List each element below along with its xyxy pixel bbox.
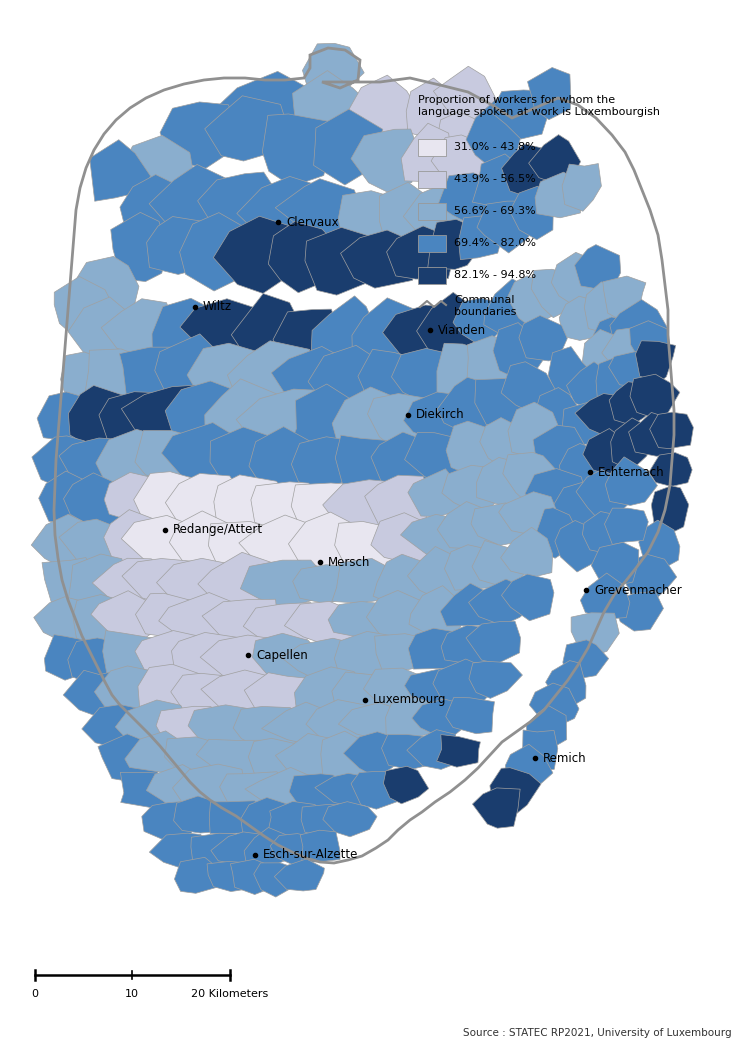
Text: Luxembourg: Luxembourg [373,693,446,707]
Text: 69.4% - 82.0%: 69.4% - 82.0% [454,238,536,248]
Text: 10: 10 [125,989,139,999]
FancyBboxPatch shape [418,267,446,284]
Text: 20 Kilometers: 20 Kilometers [191,989,268,999]
Text: 43.9% - 56.5%: 43.9% - 56.5% [454,175,536,184]
Text: Mersch: Mersch [328,555,370,568]
Text: Communal
boundaries: Communal boundaries [454,295,516,317]
Text: Proportion of workers for whom the
language spoken at work is Luxembourgish: Proportion of workers for whom the langu… [418,95,660,117]
Text: Wiltz: Wiltz [203,300,232,314]
Text: 82.1% - 94.8%: 82.1% - 94.8% [454,270,536,281]
Text: Capellen: Capellen [256,649,308,661]
Text: Redange/Attert: Redange/Attert [173,524,263,536]
Text: 31.0% - 43.8%: 31.0% - 43.8% [454,142,536,153]
Text: Grevenmacher: Grevenmacher [594,583,682,597]
Text: Esch-sur-Alzette: Esch-sur-Alzette [263,848,358,862]
FancyBboxPatch shape [418,139,446,156]
Text: Diekirch: Diekirch [416,408,464,422]
Text: Remich: Remich [543,752,586,764]
FancyBboxPatch shape [418,204,446,220]
Text: Vianden: Vianden [438,323,486,336]
FancyBboxPatch shape [418,171,446,188]
FancyBboxPatch shape [418,235,446,252]
Text: Source : STATEC RP2021, University of Luxembourg: Source : STATEC RP2021, University of Lu… [464,1028,732,1038]
Text: Clervaux: Clervaux [286,215,339,229]
Text: Echternach: Echternach [598,465,664,478]
Text: 0: 0 [32,989,38,999]
Text: 56.6% - 69.3%: 56.6% - 69.3% [454,207,536,216]
